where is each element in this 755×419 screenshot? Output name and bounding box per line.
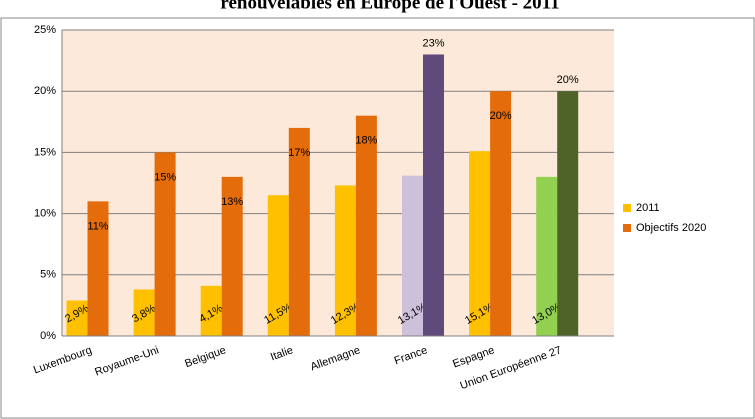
data-label: 18% bbox=[355, 135, 377, 147]
bar bbox=[469, 151, 491, 336]
bar bbox=[200, 285, 222, 336]
y-tick-label: 15% bbox=[34, 146, 56, 158]
bar bbox=[221, 176, 243, 336]
legend-swatch bbox=[623, 224, 631, 232]
bar bbox=[154, 152, 176, 336]
bar bbox=[87, 201, 109, 336]
data-label: 20% bbox=[557, 74, 579, 86]
bar bbox=[334, 185, 356, 336]
chart-title: renouvelables en Europe de l'Ouest - 201… bbox=[220, 0, 559, 13]
bar bbox=[557, 91, 579, 336]
data-label: 20% bbox=[490, 110, 512, 122]
data-label: 11% bbox=[87, 220, 108, 232]
data-label: 13% bbox=[221, 196, 243, 208]
y-tick-label: 0% bbox=[40, 330, 56, 342]
bar bbox=[536, 176, 558, 336]
bar bbox=[133, 289, 155, 336]
data-label: 15% bbox=[154, 171, 176, 183]
bar bbox=[402, 175, 423, 336]
legend-swatch bbox=[623, 204, 631, 212]
y-tick-label: 5% bbox=[40, 269, 56, 281]
data-label: 23% bbox=[422, 37, 444, 49]
y-tick-label: 10% bbox=[34, 208, 56, 220]
bar bbox=[423, 54, 444, 336]
data-label: 17% bbox=[288, 147, 310, 159]
bar bbox=[355, 115, 377, 337]
legend-label: 2011 bbox=[636, 202, 660, 214]
bar bbox=[288, 127, 310, 336]
bar bbox=[267, 195, 289, 336]
bar bbox=[490, 91, 512, 336]
y-tick-label: 25% bbox=[34, 24, 56, 36]
bar bbox=[66, 300, 88, 336]
y-tick-label: 20% bbox=[34, 85, 56, 97]
legend-label: Objectifs 2020 bbox=[636, 222, 706, 234]
